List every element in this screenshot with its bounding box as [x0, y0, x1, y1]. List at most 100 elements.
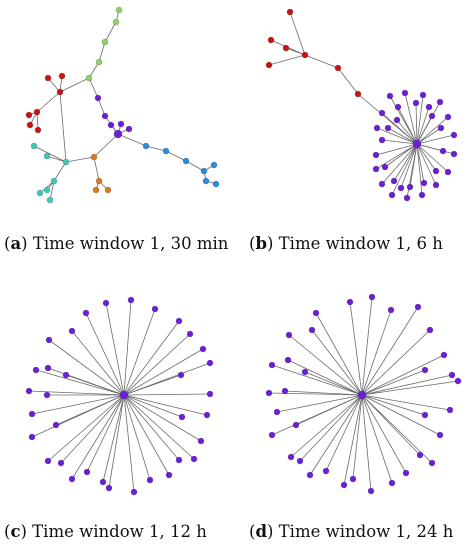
graph-d-edge [287, 359, 363, 396]
graph-b-node [373, 124, 381, 132]
graph-c-node [199, 345, 207, 353]
graph-a-edge [59, 91, 67, 163]
graph-c-node [175, 456, 183, 464]
graph-d-nodes [265, 293, 462, 495]
graph-b-edge [416, 143, 437, 172]
graph-a-node [30, 142, 38, 150]
graph-b-edge [415, 102, 418, 145]
caption-b-text: Time window 1, 6 h [278, 234, 443, 253]
graph-c-node [99, 478, 107, 486]
graph-b-node [394, 103, 402, 111]
graph-a-edge [59, 77, 90, 93]
network-graph-d [265, 293, 462, 495]
graph-b-node [412, 99, 420, 107]
graph-c-edge [71, 330, 125, 396]
graph-d-node [340, 481, 348, 489]
graph-d-node [367, 487, 375, 495]
graph-a-edge [104, 21, 117, 43]
graph-d-node [349, 475, 357, 483]
graph-d-node [446, 406, 454, 414]
graph-c-edge [123, 320, 180, 396]
graph-c-edge [47, 394, 125, 462]
graph-c-node [178, 413, 186, 421]
graph-b-node [378, 109, 386, 117]
graph-a-node [43, 186, 51, 194]
graph-b-nodes [265, 8, 458, 202]
graph-b-node [301, 51, 309, 59]
graph-d-edge [299, 394, 363, 462]
graph-c-node [190, 455, 198, 463]
graph-b-node [419, 91, 427, 99]
graph-a-node [115, 6, 123, 14]
graph-b-edge [393, 143, 418, 182]
graph-d-edge [304, 371, 363, 396]
graph-c-node [62, 371, 70, 379]
graph-c-edge [35, 369, 125, 396]
panel-a [0, 0, 235, 225]
graph-d-node [322, 467, 330, 475]
graph-d-node [346, 298, 354, 306]
graph-c-edge [102, 394, 125, 483]
graph-c-edge [123, 394, 135, 493]
graph-c-node [119, 390, 129, 400]
caption-a-text: Time window 1, 30 min [32, 234, 229, 253]
graph-d-node [454, 377, 462, 385]
graph-d-edge [361, 374, 453, 396]
graph-c-edge [123, 374, 182, 396]
graph-a-node [101, 112, 109, 120]
graph-b-edge [337, 67, 359, 95]
graph-b-node [384, 124, 392, 132]
graph-c-edge [123, 394, 151, 481]
graph-a-node [44, 74, 52, 82]
graph-d-edge [290, 394, 363, 458]
graph-d-node [440, 351, 448, 359]
graph-b-node [354, 90, 362, 98]
graph-b-node [428, 112, 436, 120]
graph-a-edge [98, 41, 106, 63]
graph-c-node [68, 475, 76, 483]
graph-c-node [197, 437, 205, 445]
graph-d-edge [361, 394, 421, 456]
graph-b-edge [391, 143, 418, 196]
graph-a-edge [47, 77, 61, 93]
graph-d-edge [288, 334, 363, 396]
graph-a-node [200, 167, 208, 175]
graph-a-edge [46, 155, 67, 163]
graph-d-node [388, 479, 396, 487]
graph-d-edge [361, 380, 459, 396]
graph-b-edge [381, 143, 418, 185]
caption-d-text: Time window 1, 24 h [278, 522, 454, 541]
graph-b-node [436, 98, 444, 106]
graph-b-node [406, 183, 414, 191]
graph-d-edge [361, 329, 431, 396]
graph-b-edge [381, 139, 418, 145]
caption-a-letter: a [10, 234, 22, 253]
graph-d-edge [315, 312, 363, 396]
graph-b-edge [268, 54, 306, 66]
panel-b [240, 0, 471, 225]
graph-d-edge [343, 394, 363, 486]
graph-c-node [206, 390, 214, 398]
graph-a-node [56, 88, 64, 96]
caption-b: (b) Time window 1, 6 h [249, 234, 443, 253]
graph-d-node [414, 303, 422, 311]
graph-c-edge [123, 299, 132, 396]
graph-a-node [85, 74, 93, 82]
graph-b-node [450, 150, 458, 158]
graph-a-node [101, 38, 109, 46]
graph-a-node [112, 18, 120, 26]
graph-d-edge [361, 394, 372, 492]
graph-a-node [95, 177, 103, 185]
graph-d-edge [361, 394, 433, 464]
graph-a-edge [33, 145, 67, 163]
graph-d-node [357, 390, 367, 400]
graph-b-node [378, 180, 386, 188]
graph-c-node [146, 476, 154, 484]
graph-a-nodes [25, 6, 220, 204]
graph-b-node [334, 64, 342, 72]
graph-b-edge [416, 127, 442, 145]
graph-b-node [267, 36, 275, 44]
graph-d-edge [361, 394, 426, 416]
graph-c-node [206, 359, 214, 367]
graph-d-node [421, 411, 429, 419]
